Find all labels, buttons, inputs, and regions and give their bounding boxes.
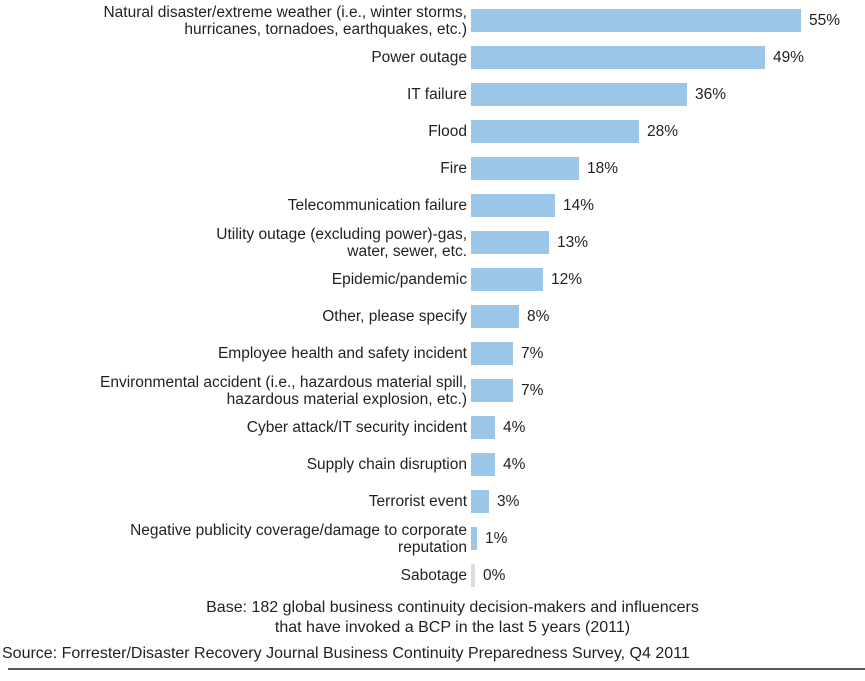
- chart-rows: Natural disaster/extreme weather (i.e., …: [0, 2, 865, 594]
- bar: [471, 305, 519, 328]
- value-label: 7%: [521, 344, 544, 362]
- value-label: 4%: [503, 455, 526, 473]
- bar-zone: 12%: [471, 261, 865, 298]
- bar-zone: 18%: [471, 150, 865, 187]
- bar-zone: 1%: [471, 520, 865, 557]
- bar-zone: 3%: [471, 483, 865, 520]
- bar: [471, 268, 543, 291]
- value-label: 14%: [563, 196, 595, 214]
- value-label: 12%: [551, 270, 583, 288]
- value-label: 55%: [809, 11, 841, 29]
- bar: [471, 231, 549, 254]
- category-label: Telecommunication failure: [287, 197, 467, 214]
- chart-row: Supply chain disruption 4%: [0, 446, 865, 483]
- bar-zone: 0%: [471, 557, 865, 594]
- bar: [471, 379, 513, 402]
- bar: [471, 490, 489, 513]
- chart-row: Fire 18%: [0, 150, 865, 187]
- bar-zone: 14%: [471, 187, 865, 224]
- value-label: 7%: [521, 381, 544, 399]
- value-label: 1%: [485, 529, 508, 547]
- category-label: Negative publicity coverage/damage to co…: [130, 521, 467, 556]
- chart-row: Other, please specify 8%: [0, 298, 865, 335]
- chart-row: Terrorist event 3%: [0, 483, 865, 520]
- category-label: Natural disaster/extreme weather (i.e., …: [103, 3, 467, 38]
- category-label: Other, please specify: [322, 308, 467, 325]
- chart-row: IT failure 36%: [0, 76, 865, 113]
- value-label: 13%: [557, 233, 589, 251]
- bar: [471, 564, 475, 587]
- bar-zone: 49%: [471, 39, 865, 76]
- value-label: 3%: [497, 492, 520, 510]
- bottom-rule: [8, 668, 865, 670]
- bar: [471, 416, 495, 439]
- bar-zone: 4%: [471, 409, 865, 446]
- category-label: Supply chain disruption: [306, 456, 467, 473]
- category-label: Terrorist event: [368, 493, 467, 510]
- chart-row: Power outage 49%: [0, 39, 865, 76]
- bar: [471, 83, 687, 106]
- chart-row: Sabotage 0%: [0, 557, 865, 594]
- bar: [471, 120, 639, 143]
- chart-row: Environmental accident (i.e., hazardous …: [0, 372, 865, 409]
- value-label: 8%: [527, 307, 550, 325]
- category-label: Cyber attack/IT security incident: [246, 419, 467, 436]
- value-label: 49%: [773, 48, 805, 66]
- bar-zone: 7%: [471, 335, 865, 372]
- source-note: Source: Forrester/Disaster Recovery Jour…: [2, 645, 690, 662]
- bar-zone: 28%: [471, 113, 865, 150]
- category-label: IT failure: [406, 86, 467, 103]
- bar: [471, 9, 801, 32]
- value-label: 18%: [587, 159, 619, 177]
- chart-row: Natural disaster/extreme weather (i.e., …: [0, 2, 865, 39]
- value-label: 28%: [647, 122, 679, 140]
- bar: [471, 342, 513, 365]
- value-label: 4%: [503, 418, 526, 436]
- category-label: Environmental accident (i.e., hazardous …: [99, 373, 467, 408]
- value-label: 36%: [695, 85, 727, 103]
- bar: [471, 157, 579, 180]
- bar-zone: 7%: [471, 372, 865, 409]
- bar-zone: 13%: [471, 224, 865, 261]
- bar-zone: 4%: [471, 446, 865, 483]
- bar-zone: 8%: [471, 298, 865, 335]
- chart-row: Telecommunication failure 14%: [0, 187, 865, 224]
- chart-row: Epidemic/pandemic 12%: [0, 261, 865, 298]
- bar: [471, 46, 765, 69]
- category-label: Power outage: [371, 49, 467, 66]
- chart-row: Utility outage (excluding power)-gas, wa…: [0, 224, 865, 261]
- category-label: Employee health and safety incident: [217, 345, 467, 362]
- bar-zone: 36%: [471, 76, 865, 113]
- category-label: Epidemic/pandemic: [331, 271, 467, 288]
- category-label: Sabotage: [400, 567, 467, 584]
- bar: [471, 453, 495, 476]
- bar-zone: 55%: [471, 2, 865, 39]
- bar: [471, 527, 477, 550]
- chart-row: Negative publicity coverage/damage to co…: [0, 520, 865, 557]
- base-note: Base: 182 global business continuity dec…: [206, 599, 699, 636]
- chart-row: Cyber attack/IT security incident 4%: [0, 409, 865, 446]
- category-label: Fire: [440, 160, 467, 177]
- value-label: 0%: [483, 566, 506, 584]
- chart-row: Employee health and safety incident 7%: [0, 335, 865, 372]
- category-label: Flood: [428, 123, 467, 140]
- bar: [471, 194, 555, 217]
- category-label: Utility outage (excluding power)-gas, wa…: [216, 225, 467, 260]
- chart-row: Flood 28%: [0, 113, 865, 150]
